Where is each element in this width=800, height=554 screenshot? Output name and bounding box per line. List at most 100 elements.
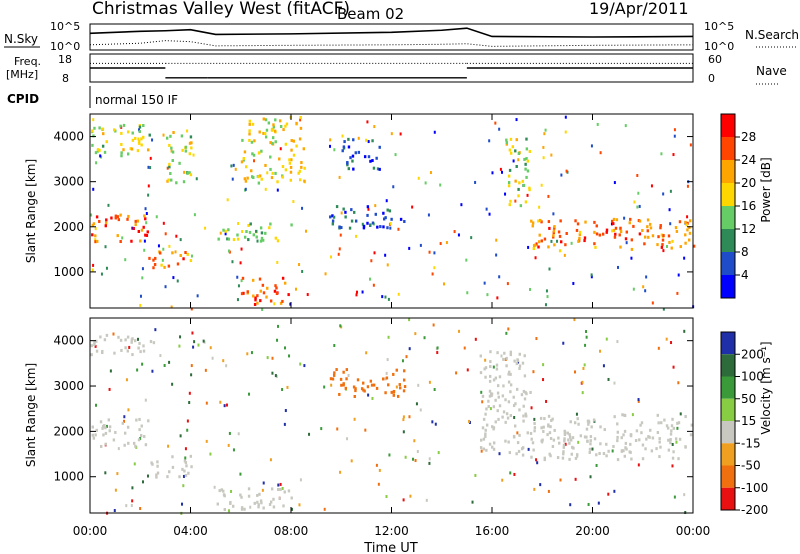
scatter-cell [455, 371, 458, 375]
scatter-cell [240, 279, 243, 283]
data-cell [573, 421, 577, 425]
scatter-cell [492, 365, 495, 369]
scatter-cell [144, 207, 147, 211]
data-cell [620, 436, 623, 440]
scatter-cell [543, 132, 546, 136]
data-cell [648, 222, 652, 226]
data-cell [542, 425, 545, 429]
scatter-cell [131, 486, 134, 490]
scatter-cell [151, 369, 154, 373]
data-cell [622, 433, 625, 437]
data-cell [122, 148, 125, 152]
nave-tick-top: 60 [708, 53, 722, 66]
scatter-cell [329, 138, 332, 142]
data-cell [184, 149, 188, 153]
data-cell [300, 161, 303, 165]
scatter-cell [488, 139, 491, 143]
xtick-label: 00:00 [676, 524, 711, 538]
data-cell [508, 168, 512, 172]
data-cell [685, 223, 688, 227]
data-cell [605, 230, 608, 234]
scatter-cell [299, 362, 302, 366]
data-cell [354, 151, 357, 155]
scatter-cell [474, 180, 477, 184]
data-cell [184, 461, 188, 465]
scatter-cell [595, 463, 598, 467]
colorbar-tick-label: 20 [741, 176, 756, 190]
data-cell [142, 124, 145, 128]
data-cell [120, 151, 123, 155]
data-cell [94, 240, 97, 244]
data-cell [269, 155, 272, 159]
data-cell [387, 383, 390, 387]
data-cell [172, 131, 175, 135]
data-cell [184, 250, 187, 254]
data-cell [114, 214, 118, 218]
scatter-cell [657, 346, 660, 350]
scatter-cell [192, 153, 195, 157]
data-cell [284, 124, 287, 128]
data-cell [523, 354, 526, 358]
data-cell [595, 224, 598, 228]
scatter-cell [683, 256, 686, 260]
data-cell [612, 228, 616, 232]
scatter-cell [542, 156, 545, 160]
data-cell [479, 446, 483, 450]
data-cell [290, 223, 293, 227]
scatter-cell [365, 351, 368, 355]
data-cell [629, 442, 632, 446]
scatter-cell [550, 239, 553, 243]
scatter-cell [679, 412, 682, 416]
data-cell [187, 471, 190, 475]
data-cell [488, 374, 492, 378]
data-cell [279, 125, 283, 129]
data-cell [488, 389, 492, 393]
data-cell [508, 203, 511, 207]
data-cell [272, 497, 275, 501]
scatter-cell [491, 171, 494, 175]
scatter-cell [665, 244, 668, 248]
scatter-cell [660, 152, 663, 156]
scatter-cell [590, 275, 593, 279]
scatter-cell [671, 442, 674, 446]
scatter-cell [266, 171, 269, 175]
scatter-cell [570, 241, 573, 245]
data-cell [261, 238, 265, 242]
scatter-cell [361, 290, 364, 294]
data-cell [290, 148, 293, 152]
data-cell [145, 233, 149, 237]
data-cell [559, 240, 563, 244]
scatter-cell [427, 213, 430, 217]
scatter-cell [292, 200, 295, 204]
scatter-cell [299, 118, 302, 122]
data-cell [568, 433, 571, 437]
data-cell [222, 489, 225, 493]
data-cell [515, 452, 518, 456]
scatter-cell [495, 238, 498, 242]
data-cell [585, 427, 589, 431]
data-cell [549, 436, 553, 440]
scatter-cell [445, 241, 448, 245]
scatter-cell [599, 349, 602, 353]
scatter-cell [428, 250, 431, 254]
scatter-cell [139, 507, 142, 511]
data-cell [119, 124, 122, 128]
data-cell [132, 441, 136, 445]
data-cell [484, 432, 487, 436]
data-cell [270, 487, 274, 491]
data-cell [123, 431, 127, 435]
scatter-cell [412, 457, 415, 461]
data-cell [519, 204, 523, 208]
scatter-cell [357, 136, 360, 140]
data-cell [624, 237, 628, 241]
scatter-cell [466, 291, 469, 295]
data-cell [262, 117, 265, 121]
scatter-cell [636, 205, 639, 209]
data-cell [142, 344, 145, 348]
scatter-cell [274, 374, 277, 378]
scatter-cell [673, 134, 676, 138]
scatter-cell [496, 296, 499, 300]
scatter-cell [234, 167, 237, 171]
scatter-cell [336, 427, 339, 431]
scatter-cell [402, 498, 405, 502]
